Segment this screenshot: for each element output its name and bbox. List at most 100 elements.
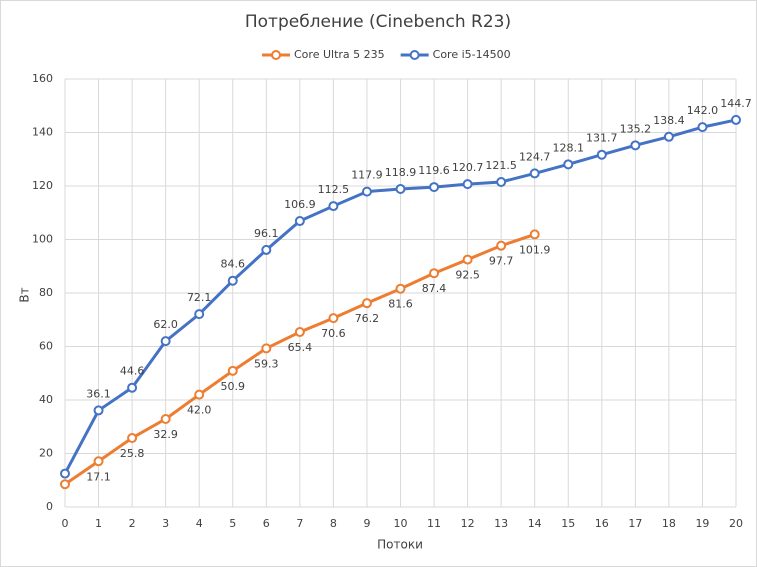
data-label: 117.9 [351,169,383,182]
data-label: 25.8 [120,447,145,460]
y-tick-label: 160 [32,72,53,85]
legend-label: Core i5-14500 [433,48,511,61]
y-tick-label: 120 [32,179,53,192]
data-point [93,456,104,467]
data-point [328,201,339,212]
x-tick-label: 0 [62,517,69,530]
data-label: 59.3 [254,357,279,370]
data-point [294,216,305,227]
x-tick-label: 5 [229,517,236,530]
data-point [630,140,641,151]
data-label: 119.6 [418,164,450,177]
data-point [429,182,440,193]
data-label: 76.2 [355,312,380,325]
legend: Core Ultra 5 235 Core i5-14500 [262,48,511,61]
data-point [496,240,507,251]
data-point [127,382,138,393]
x-tick-label: 13 [494,517,508,530]
x-tick-label: 7 [296,517,303,530]
y-axis-title: Вт [18,287,32,302]
data-label: 87.4 [422,282,447,295]
data-label: 96.1 [254,227,279,240]
data-point [361,298,372,309]
data-point [194,309,205,320]
data-label: 62.0 [153,318,178,331]
x-axis-title: Потоки [377,538,423,552]
data-point [361,186,372,197]
x-tick-label: 19 [695,517,709,530]
x-tick-label: 16 [595,517,609,530]
data-point [160,413,171,424]
x-tick-label: 9 [363,517,370,530]
data-label: 84.6 [221,258,246,271]
data-label: 17.1 [86,470,111,483]
data-point [60,468,70,479]
y-tick-label: 20 [39,447,53,460]
data-label: 131.7 [586,132,618,145]
x-tick-label: 6 [263,517,270,530]
chart-title: Потребление (Cinebench R23) [245,12,511,32]
legend-marker [409,50,420,60]
data-label: 92.5 [455,269,480,282]
legend-label: Core Ultra 5 235 [294,48,385,61]
data-point [395,183,406,194]
data-point [160,336,171,347]
data-point [328,313,339,324]
x-tick-label: 3 [162,517,169,530]
data-point [93,405,104,416]
data-label: 32.9 [153,428,178,441]
x-tick-label: 15 [561,517,575,530]
data-point [194,389,205,400]
data-label: 101.9 [519,243,551,256]
data-point [60,479,70,490]
data-point [294,327,305,338]
data-label: 50.9 [221,380,246,393]
data-label: 97.7 [489,255,514,268]
data-label: 72.1 [187,291,212,304]
x-tick-label: 14 [528,517,542,530]
data-point [462,179,473,190]
data-point [261,343,272,354]
y-tick-label: 100 [32,233,53,246]
data-label: 135.2 [620,122,652,135]
y-tick-label: 60 [39,340,53,353]
data-label: 81.6 [388,298,413,311]
data-label: 121.5 [485,159,517,172]
data-label: 44.6 [120,365,145,378]
data-point [261,244,272,255]
legend-marker [271,50,281,60]
data-point [429,268,440,279]
x-tick-label: 8 [330,517,337,530]
data-point [596,149,607,160]
data-label: 144.7 [720,97,752,110]
data-label: 65.4 [288,341,313,354]
data-point [127,432,138,443]
x-tick-label: 1 [95,517,102,530]
data-point [663,131,674,142]
y-tick-label: 80 [39,286,53,299]
data-point [529,229,540,240]
data-point [697,122,708,133]
data-point [731,114,741,125]
data-label: 128.1 [553,141,585,154]
x-tick-label: 20 [729,517,743,530]
data-point [462,254,473,265]
data-point [395,283,406,294]
x-tick-label: 12 [461,517,475,530]
data-label: 120.7 [452,161,484,174]
x-tick-label: 2 [129,517,136,530]
y-tick-label: 0 [46,500,53,513]
data-point [496,176,507,187]
data-point [563,159,574,170]
data-point [227,365,238,376]
x-tick-label: 17 [628,517,642,530]
x-tick-label: 11 [427,517,441,530]
y-tick-label: 40 [39,393,53,406]
data-point [529,168,540,179]
data-label: 36.1 [86,387,111,400]
data-point [227,275,238,286]
data-label: 42.0 [187,404,212,417]
x-tick-label: 4 [196,517,203,530]
